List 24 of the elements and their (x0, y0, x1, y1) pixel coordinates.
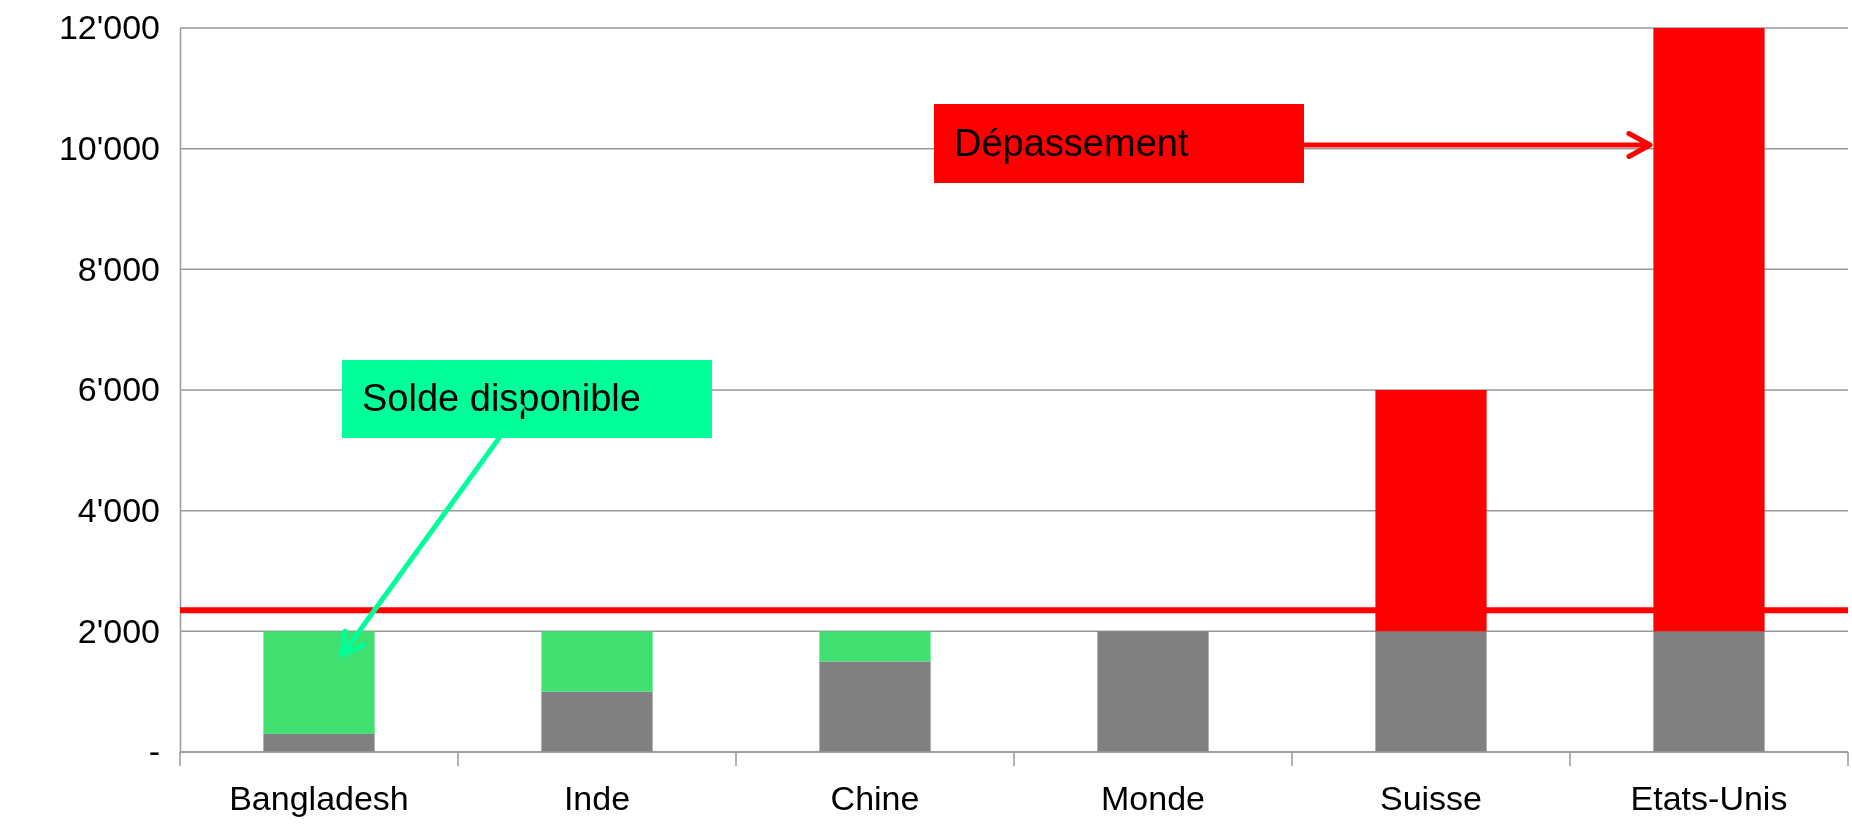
x-tick-label: Monde (1101, 779, 1205, 817)
bar (541, 691, 653, 752)
y-tick-label: 12'000 (58, 8, 160, 47)
y-tick-label: 6'000 (77, 370, 160, 409)
y-tick-label: 8'000 (77, 249, 160, 288)
x-tick-label: Suisse (1379, 779, 1483, 817)
y-tick-label: 2'000 (77, 611, 160, 650)
x-tick-label: Etats-Unis (1630, 779, 1788, 817)
y-tick-label: - (148, 732, 160, 771)
bar (263, 733, 375, 752)
bar (819, 661, 931, 752)
annotation: Dépassement (954, 121, 1189, 164)
bar (1097, 631, 1209, 752)
x-tick-label: Chine (830, 779, 920, 817)
x-tick-label: Bangladesh (229, 779, 409, 817)
bar (819, 631, 931, 662)
bar (1375, 631, 1487, 752)
bar (541, 631, 653, 692)
y-tick-label: 10'000 (58, 129, 160, 168)
bar (1653, 631, 1765, 752)
x-tick-label: Inde (563, 779, 631, 817)
annotation: Solde disponible (362, 377, 641, 419)
bar (263, 631, 375, 734)
y-tick-label: 4'000 (77, 491, 160, 530)
